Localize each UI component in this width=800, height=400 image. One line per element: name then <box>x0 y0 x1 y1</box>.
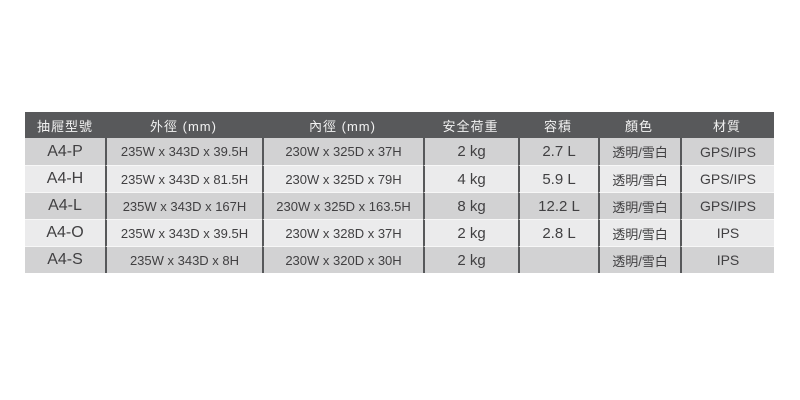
cell-material: GPS/IPS <box>680 138 774 165</box>
cell-color: 透明/雪白 <box>598 192 680 219</box>
cell-material: IPS <box>680 219 774 246</box>
cell-model: A4-S <box>25 246 105 273</box>
cell-inner: 230W x 328D x 37H <box>262 219 423 246</box>
cell-model: A4-P <box>25 138 105 165</box>
cell-color: 透明/雪白 <box>598 246 680 273</box>
cell-material: GPS/IPS <box>680 165 774 192</box>
table-row: A4-S 235W x 343D x 8H 230W x 320D x 30H … <box>25 246 774 273</box>
cell-model: A4-H <box>25 165 105 192</box>
table-row: A4-P 235W x 343D x 39.5H 230W x 325D x 3… <box>25 138 774 165</box>
table-row: A4-O 235W x 343D x 39.5H 230W x 328D x 3… <box>25 219 774 246</box>
cell-model: A4-O <box>25 219 105 246</box>
cell-inner: 230W x 320D x 30H <box>262 246 423 273</box>
header-row: 抽屜型號 外徑 (mm) 內徑 (mm) 安全荷重 容積 顏色 材質 <box>25 112 774 138</box>
header-cell-color: 顏色 <box>624 118 653 134</box>
cell-volume: 12.2 L <box>518 192 598 219</box>
cell-load: 2 kg <box>423 219 518 246</box>
cell-volume <box>518 246 598 273</box>
cell-outer: 235W x 343D x 8H <box>105 246 262 273</box>
cell-outer: 235W x 343D x 39.5H <box>105 219 262 246</box>
header-cell-model: 抽屜型號 <box>36 118 93 134</box>
cell-material: GPS/IPS <box>680 192 774 219</box>
cell-inner: 230W x 325D x 163.5H <box>262 192 423 219</box>
header-cell-volume: 容積 <box>543 118 572 134</box>
table-row: A4-H 235W x 343D x 81.5H 230W x 325D x 7… <box>25 165 774 192</box>
cell-volume: 2.8 L <box>518 219 598 246</box>
cell-load: 2 kg <box>423 138 518 165</box>
cell-outer: 235W x 343D x 39.5H <box>105 138 262 165</box>
cell-inner: 230W x 325D x 37H <box>262 138 423 165</box>
cell-volume: 5.9 L <box>518 165 598 192</box>
header-cell-inner: 內徑 (mm) <box>309 118 376 134</box>
cell-material: IPS <box>680 246 774 273</box>
cell-outer: 235W x 343D x 167H <box>105 192 262 219</box>
cell-model: A4-L <box>25 192 105 219</box>
cell-color: 透明/雪白 <box>598 219 680 246</box>
header-cell-load: 安全荷重 <box>442 118 499 134</box>
product-spec-table: 抽屜型號 外徑 (mm) 內徑 (mm) 安全荷重 容積 顏色 材質 A4-P … <box>25 112 774 273</box>
cell-load: 4 kg <box>423 165 518 192</box>
cell-load: 8 kg <box>423 192 518 219</box>
cell-load: 2 kg <box>423 246 518 273</box>
header-cell-outer: 外徑 (mm) <box>150 118 217 134</box>
cell-volume: 2.7 L <box>518 138 598 165</box>
cell-color: 透明/雪白 <box>598 138 680 165</box>
cell-color: 透明/雪白 <box>598 165 680 192</box>
header-cell-material: 材質 <box>712 118 741 134</box>
cell-inner: 230W x 325D x 79H <box>262 165 423 192</box>
table-row: A4-L 235W x 343D x 167H 230W x 325D x 16… <box>25 192 774 219</box>
cell-outer: 235W x 343D x 81.5H <box>105 165 262 192</box>
